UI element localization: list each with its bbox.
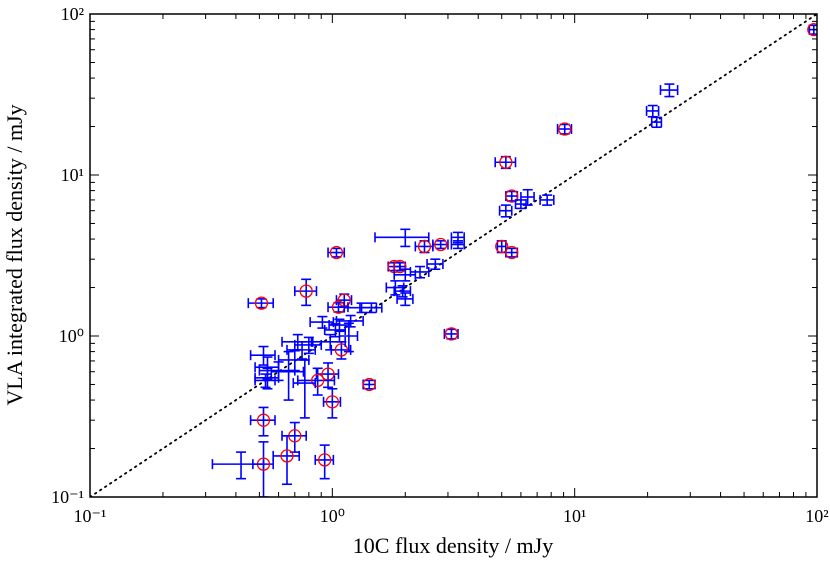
point-circle — [325, 395, 339, 409]
point-circle — [318, 453, 332, 467]
point-circle — [807, 22, 817, 37]
reference-line — [90, 14, 817, 497]
point-circle — [558, 122, 572, 136]
y-tick-label: 10² — [61, 4, 84, 24]
x-tick-label: 10⁻¹ — [74, 506, 107, 526]
x-tick-label: 10² — [805, 506, 828, 526]
point-circle — [505, 189, 519, 203]
plot-area — [90, 14, 817, 497]
point-circle — [495, 239, 509, 254]
y-tick-label: 10⁻¹ — [51, 487, 84, 507]
x-axis-label: 10C flux density / mJy — [353, 533, 553, 558]
point-circle — [311, 373, 325, 388]
point-circle — [505, 245, 519, 260]
y-tick-label: 10⁰ — [59, 326, 84, 346]
point-circle — [329, 245, 344, 260]
point-circle — [280, 449, 294, 463]
point-circle — [299, 284, 313, 298]
point-circle — [434, 237, 448, 252]
point-circle — [417, 239, 432, 254]
x-tick-label: 10¹ — [563, 506, 586, 526]
y-axis-label: VLA integrated flux density / mJy — [2, 104, 27, 405]
point-circle — [256, 413, 271, 427]
x-tick-label: 10⁰ — [320, 506, 345, 526]
point-circle — [499, 155, 513, 169]
point-circle — [393, 259, 407, 274]
plot-frame — [89, 13, 818, 498]
point-circle — [334, 343, 349, 357]
point-circle — [444, 327, 459, 341]
y-tick-label: 10¹ — [61, 165, 84, 185]
point-circle — [362, 377, 376, 392]
point-circle — [254, 296, 269, 310]
